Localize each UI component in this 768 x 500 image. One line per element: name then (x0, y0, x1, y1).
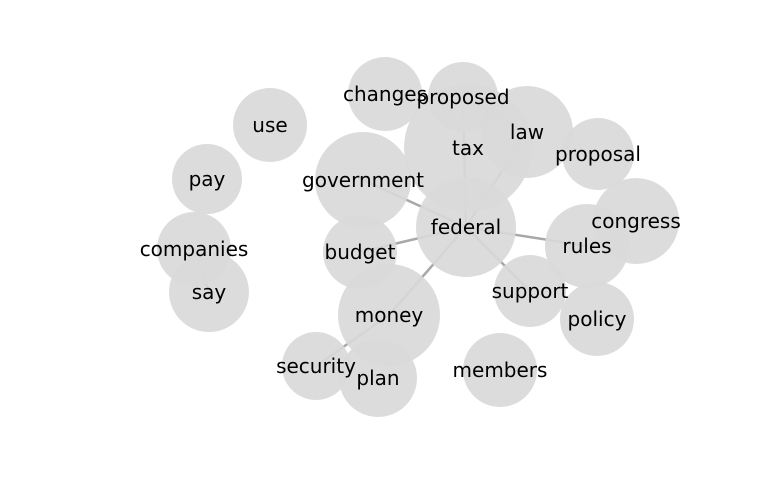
node-label-rules: rules (562, 234, 611, 258)
node-circle-plan (339, 339, 417, 417)
node-label-government: government (302, 168, 424, 192)
node-circle-use (233, 88, 307, 162)
node-label-budget: budget (325, 240, 396, 264)
node-label-policy: policy (568, 307, 627, 331)
node-label-proposal: proposal (555, 142, 641, 166)
node-circle-rules (545, 204, 629, 288)
node-circle-tax (404, 84, 532, 212)
node-label-companies: companies (140, 237, 249, 261)
node-label-changes: changes (343, 82, 427, 106)
node-circle-changes (348, 57, 422, 131)
node-label-money: money (355, 303, 424, 327)
circles-layer (157, 57, 679, 417)
node-circle-policy (560, 282, 634, 356)
node-circle-government (315, 132, 411, 228)
node-label-law: law (510, 120, 544, 144)
node-circle-pay (172, 144, 242, 214)
node-label-plan: plan (356, 366, 399, 390)
node-circle-support (494, 255, 566, 327)
node-label-proposed: proposed (416, 85, 509, 109)
node-label-pay: pay (189, 167, 226, 191)
node-label-security: security (276, 354, 356, 378)
node-circle-money (338, 264, 440, 366)
node-label-support: support (492, 279, 569, 303)
node-circle-say (169, 252, 249, 332)
node-label-members: members (453, 358, 548, 382)
node-label-say: say (192, 280, 227, 304)
node-label-federal: federal (431, 215, 501, 239)
node-circle-members (463, 333, 537, 407)
node-label-congress: congress (591, 209, 681, 233)
node-label-use: use (252, 113, 287, 137)
node-label-tax: tax (452, 136, 484, 160)
node-circle-security (282, 332, 350, 400)
node-circle-proposal (562, 118, 634, 190)
node-circle-federal (416, 177, 516, 277)
